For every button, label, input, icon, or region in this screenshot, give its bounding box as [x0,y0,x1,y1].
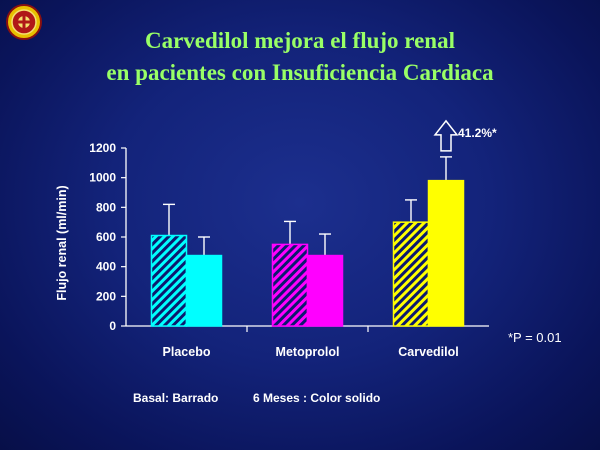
chart-title-line-1: Carvedilol mejora el flujo renal [144,28,455,53]
bar-metoprolol-basal [271,243,309,327]
y-tick-label: 200 [96,289,116,303]
increase-arrow-icon [433,119,459,152]
bar-placebo-basal [150,234,188,327]
bar-metoprolol-6-meses [306,254,344,327]
percent-increase-annotation: 41.2%* [458,126,497,140]
university-seal-logo [6,4,42,40]
bar-carvedilol-6-meses [427,179,465,327]
y-tick-label: 1000 [89,171,116,185]
x-category-label: Carvedilol [398,345,458,359]
x-category-label: Placebo [163,345,211,359]
bar-placebo-6-meses [185,254,223,327]
y-axis-label: Flujo renal (ml/min) [55,185,69,300]
significance-footnote: *P = 0.01 [508,330,562,345]
y-tick-label: 1200 [89,141,116,155]
y-tick-label: 800 [96,200,116,214]
y-tick-label: 400 [96,260,116,274]
x-category-label: Metoprolol [276,345,340,359]
legend-6-months: 6 Meses : Color solido [253,391,381,405]
y-tick-label: 600 [96,230,116,244]
legend-basal: Basal: Barrado [133,391,219,405]
chart-title-line-2: en pacientes con Insuficiencia Cardiaca [106,60,494,85]
bar-carvedilol-basal [392,221,430,327]
y-tick-label: 0 [109,319,116,333]
